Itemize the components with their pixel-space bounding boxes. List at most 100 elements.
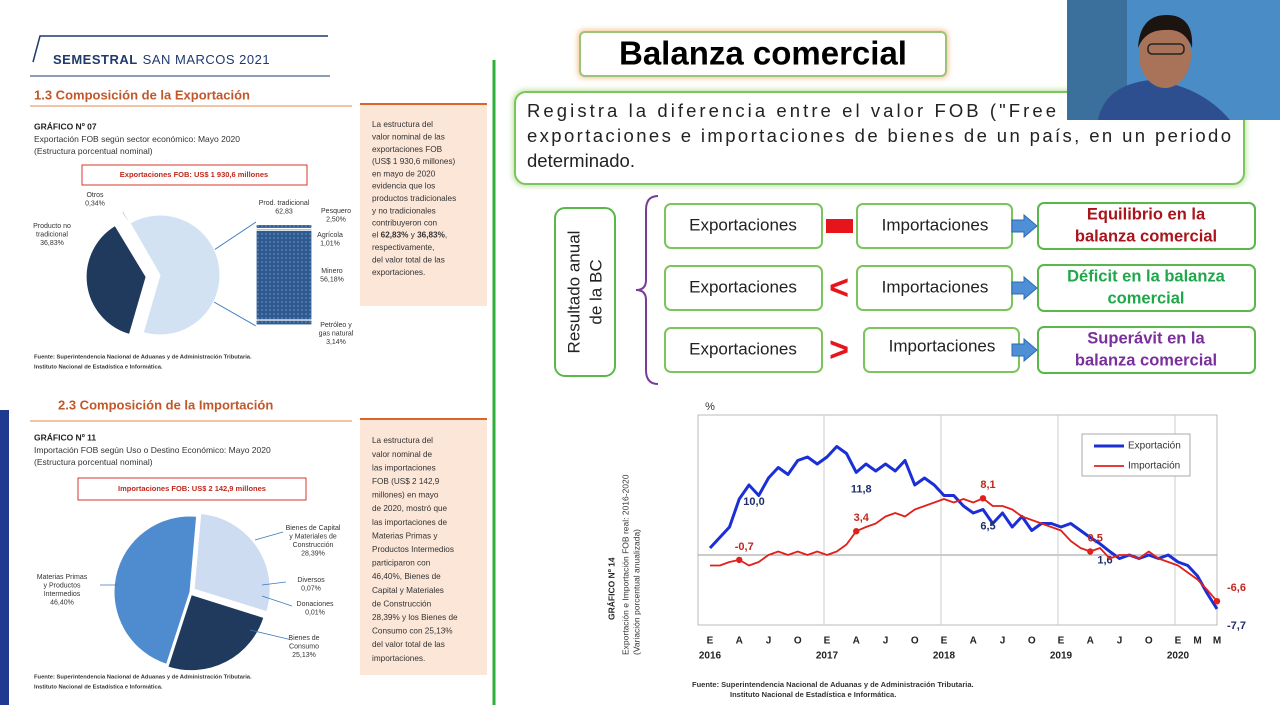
side-label: Resultado anual <box>564 231 583 354</box>
side-box <box>554 207 616 377</box>
source-line: Fuente: Superintendencia Nacional de Adu… <box>34 355 252 361</box>
pie-value: 0,34% <box>85 200 105 207</box>
slide-title: Balanza comercial <box>619 35 907 72</box>
pie-label: Producto no <box>33 223 71 230</box>
legend-label: Exportación <box>1128 441 1181 452</box>
x-tick-label: O <box>1028 636 1036 647</box>
chart-subtitle: (Estructura porcentual nominal) <box>34 146 153 156</box>
marker <box>853 528 860 535</box>
equal-symbol <box>826 219 853 233</box>
stack-value: 2,50% <box>326 216 346 223</box>
stack-segment <box>255 319 313 326</box>
brand-text: SAN MARCOS 2021 <box>143 52 270 67</box>
note-box <box>360 419 487 675</box>
year-label: 2018 <box>933 651 956 662</box>
note-line: La estructura del <box>372 436 433 445</box>
leader-line <box>254 531 284 541</box>
webcam-face <box>1139 22 1191 88</box>
source-line: Fuente: Superintendencia Nacional de Adu… <box>692 680 974 689</box>
pie-slice <box>85 224 147 336</box>
marker <box>1213 598 1221 605</box>
exports-label: Exportaciones <box>689 277 797 296</box>
section-title: 1.3 Composición de la Exportación <box>34 87 250 102</box>
x-tick-label: O <box>794 636 802 647</box>
chart-title: GRÁFICO Nº 14 <box>606 557 616 620</box>
chart-subtitle: Exportación FOB según sector económico: … <box>34 134 240 144</box>
diagram-box <box>664 327 823 373</box>
leader-line <box>261 581 287 586</box>
pie-label: Prod. tradicional <box>259 200 310 207</box>
brand: SEMESTRAL SAN MARCOS 2021 <box>53 52 270 67</box>
note-line: Consumo con 25,13% <box>372 627 453 636</box>
note-line: contribuyeron con <box>372 219 438 228</box>
note-line: evidencia que los <box>372 182 435 191</box>
pie-slice <box>189 591 264 616</box>
x-tick-label: J <box>1000 636 1006 647</box>
imports-label: Importaciones <box>889 336 996 355</box>
note-line: participaron con <box>372 559 431 568</box>
source-line: Instituto Nacional de Estadística e Info… <box>34 685 163 691</box>
note-line: La estructura del <box>372 120 433 129</box>
note-line: 28,39% y los Bienes de <box>372 613 458 622</box>
data-label: 6,5 <box>980 520 995 532</box>
total-box <box>81 164 308 186</box>
data-label: 1,6 <box>1097 555 1112 567</box>
pie-label: y Materiales de <box>289 533 337 540</box>
title-box <box>579 31 947 77</box>
pie-slice <box>129 214 221 336</box>
total-label: Exportaciones FOB: US$ 1 930,6 millones <box>120 170 268 179</box>
result-label: comercial <box>1107 289 1184 307</box>
note-line: Capital y Materiales <box>372 586 444 595</box>
pie-label: Otros <box>86 192 104 199</box>
pie-slice <box>167 594 265 672</box>
brand-bold: SEMESTRAL <box>53 52 138 67</box>
note-line: (US$ 1 930,6 millones) <box>372 157 456 166</box>
side-bar <box>0 410 9 705</box>
diagram-box <box>1037 264 1256 312</box>
arrow <box>1011 337 1038 363</box>
connector <box>213 221 257 251</box>
note-line-part: 62,83% <box>381 231 409 240</box>
data-label: -6,6 <box>1227 582 1246 594</box>
data-label: 0,5 <box>1088 532 1103 544</box>
stack-value: 1,01% <box>320 240 340 247</box>
x-tick-label: A <box>970 636 977 647</box>
diagram-box <box>1037 202 1256 250</box>
marker <box>979 495 987 502</box>
y-axis-title: Exportación e Importación FOB real: 2016… <box>620 474 630 655</box>
result-label: Equilibrio en la <box>1087 205 1206 223</box>
marker <box>736 556 743 564</box>
marker <box>1087 548 1094 555</box>
diagram-box <box>1037 326 1256 374</box>
data-label: -7,7 <box>1227 620 1246 632</box>
x-tick-label: O <box>911 636 919 647</box>
legend-box <box>1081 433 1191 477</box>
x-tick-label: E <box>1175 636 1182 647</box>
note-line: exportaciones. <box>372 268 425 277</box>
section-title: 2.3 Composición de la Importación <box>58 397 273 412</box>
stack-value: 56,18% <box>320 276 344 283</box>
x-tick-label: J <box>883 636 889 647</box>
leader-line <box>249 629 293 641</box>
note-line: en mayo de 2020 <box>372 169 436 178</box>
header-frame <box>32 35 328 63</box>
data-label: 3,4 <box>854 512 870 524</box>
note-line: Materias Primas y <box>372 531 438 540</box>
data-label: -0,7 <box>735 541 754 553</box>
year-label: 2016 <box>699 651 722 662</box>
source-line: Fuente: Superintendencia Nacional de Adu… <box>34 675 252 681</box>
year-label: 2017 <box>816 651 839 662</box>
y-axis-title: (Variación porcentual anualizada) <box>631 529 641 655</box>
pie-label: Intermedios <box>44 591 81 598</box>
pie-label: Donaciones <box>297 601 334 608</box>
stack-label: Pesquero <box>321 208 351 215</box>
note-line: del valor total de las <box>372 640 445 649</box>
source-line: Instituto Nacional de Estadística e Info… <box>730 690 896 699</box>
stack-segment <box>255 223 313 230</box>
webcam-hair <box>1138 14 1193 48</box>
x-tick-label: A <box>853 636 860 647</box>
data-label: 10,0 <box>743 496 764 508</box>
unit-label: % <box>705 401 715 413</box>
note-box <box>360 104 487 306</box>
